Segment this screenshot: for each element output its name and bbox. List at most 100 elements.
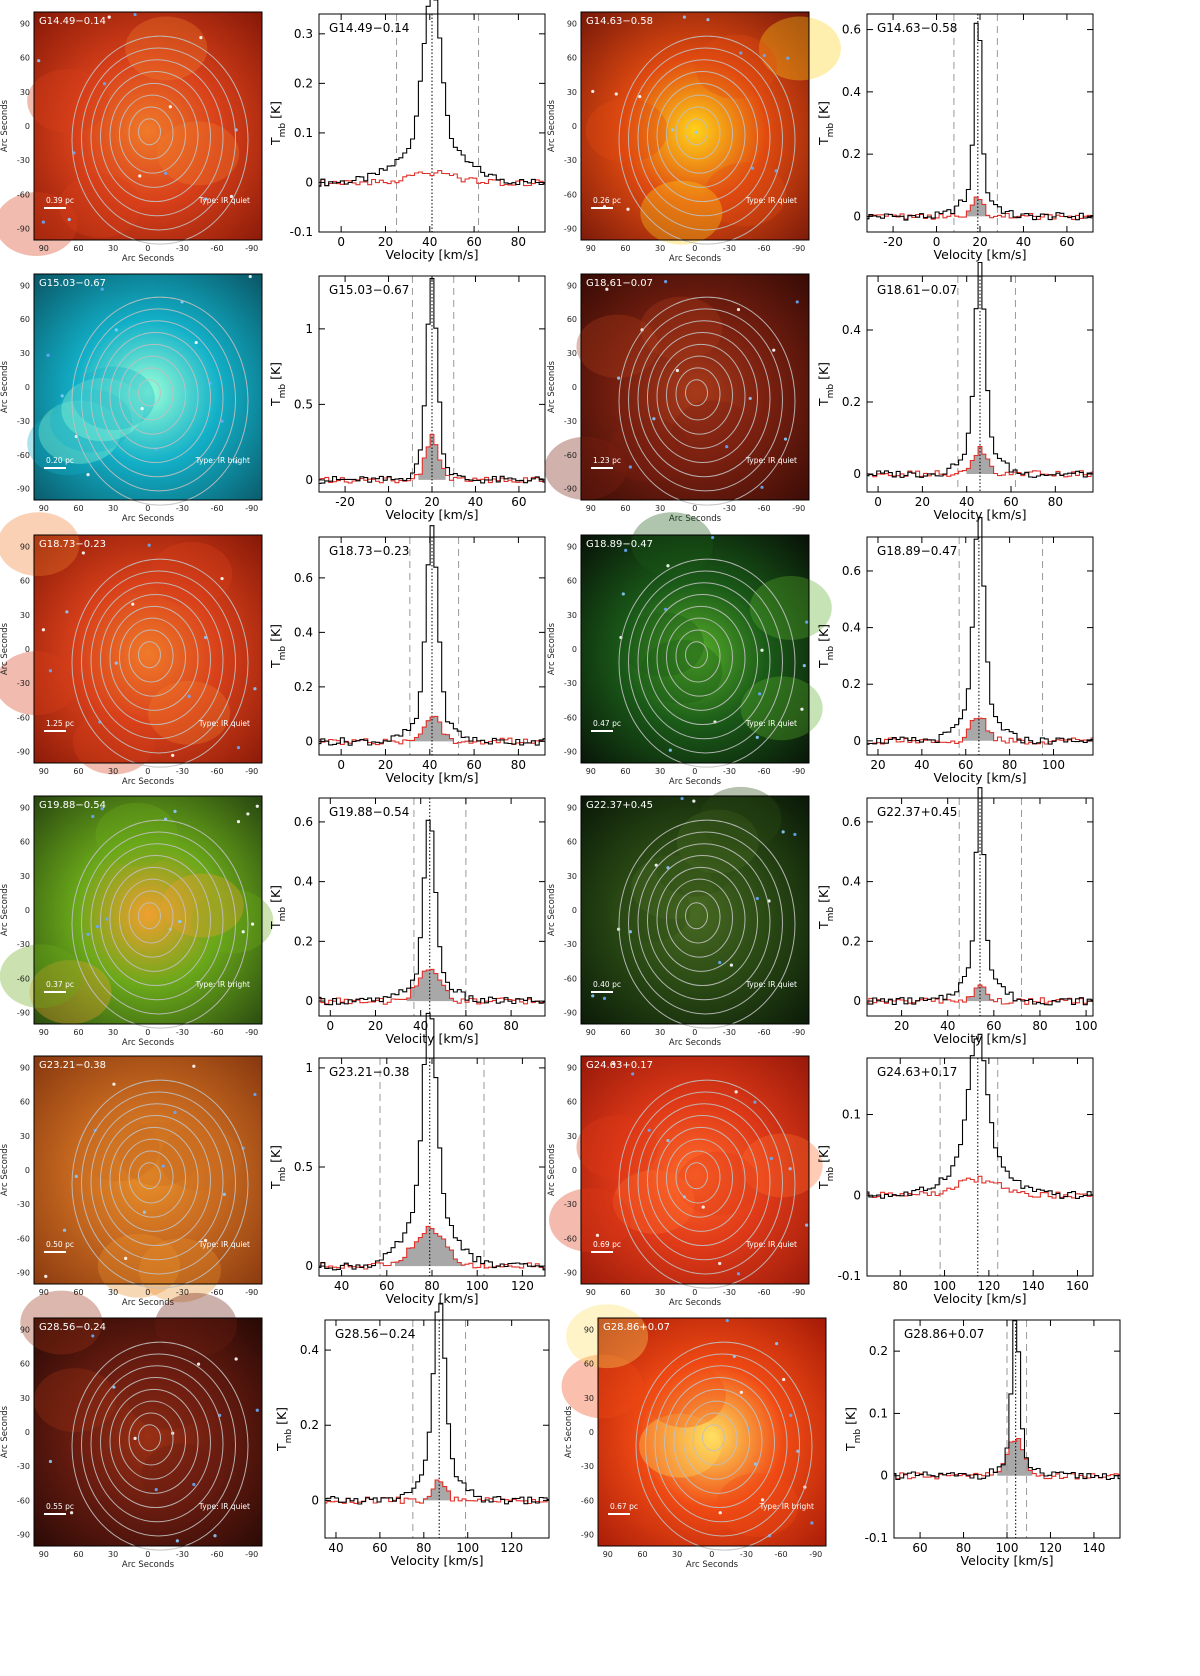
y-tick-label: -90 (564, 1269, 577, 1278)
intensity-contour (666, 355, 733, 435)
y-label-sub: mb (826, 384, 836, 399)
star (788, 1167, 792, 1171)
intensity-contour (119, 617, 186, 697)
spectrum-source-label: G19.88−0.54 (329, 805, 409, 819)
x-axis-label: Velocity [km/s] (386, 1031, 479, 1046)
y-tick-label: -30 (581, 1462, 594, 1471)
intensity-contour (109, 1126, 199, 1232)
y-label-unit: [K] (274, 1407, 289, 1429)
star (793, 832, 797, 837)
source-type-label: Type: IR quiet (745, 456, 797, 465)
y-tick-label: -90 (564, 748, 577, 757)
x-tick-label: -60 (211, 1288, 224, 1297)
y-tick-label: -60 (564, 190, 577, 199)
intensity-contour (675, 1150, 721, 1204)
intensity-contour (647, 332, 758, 464)
star (140, 406, 144, 411)
x-tick-label: 60 (620, 767, 630, 776)
star (758, 692, 762, 696)
x-tick-label: 80 (416, 1541, 431, 1555)
x-tick-label: -60 (758, 1288, 771, 1297)
y-tick-label: -30 (564, 156, 577, 165)
x-axis-label: Arc Seconds (122, 1298, 175, 1308)
y-axis-label: Arc Seconds (0, 1143, 10, 1196)
image-frame (580, 11, 810, 241)
y-tick-label: 0.4 (294, 625, 313, 639)
x-tick-label: -30 (723, 767, 736, 776)
x-tick-label: 60 (1003, 495, 1018, 509)
star (624, 548, 628, 552)
y-axis-label: Arc Seconds (0, 1405, 10, 1458)
nebula-blob (20, 1290, 103, 1355)
spectrum-source-label: G24.63+0.17 (877, 1065, 957, 1079)
star (760, 648, 764, 652)
x-axis-label: Velocity [km/s] (386, 507, 479, 522)
x-tick-label: 120 (977, 1279, 1000, 1293)
intensity-contour (702, 1424, 725, 1452)
intensity-contour (71, 819, 249, 1029)
x-tick-label: 40 (959, 495, 974, 509)
intensity-contour (81, 570, 236, 754)
intensity-contour (628, 308, 783, 492)
x-tick-label: -60 (211, 504, 224, 513)
star (102, 82, 107, 86)
x-tick-label: 100 (456, 1541, 479, 1555)
y-tick-label: 0.2 (300, 1418, 319, 1432)
star (755, 735, 759, 739)
image-background (581, 796, 809, 1024)
y-tick-label: 0.2 (842, 934, 861, 948)
star (725, 445, 729, 449)
y-tick-label: -60 (581, 1496, 594, 1505)
y-tick-label: -60 (17, 1234, 30, 1243)
nebula-blob (643, 1363, 726, 1428)
star (168, 105, 172, 109)
spectrum-frame (318, 797, 546, 1017)
scale-bar-label: 0.67 pc (610, 1502, 638, 1511)
star (107, 15, 111, 19)
intensity-contour (71, 1079, 249, 1289)
source-name-label: G14.63−0.58 (586, 16, 653, 27)
nebula-blob (27, 69, 110, 133)
intensity-contour (100, 71, 211, 203)
star (760, 485, 764, 489)
y-tick-label: -60 (564, 451, 577, 460)
star (626, 207, 630, 211)
star (44, 1274, 48, 1278)
y-tick-label: 0.6 (842, 564, 861, 578)
image-panel: 90 90 60 60 30 30 0 0 -30 -30 -60 -60 -90 -90 Arc Seco… (547, 786, 810, 1048)
integrated-area-shade (997, 1438, 1033, 1476)
x-tick-label: 60 (958, 758, 973, 772)
x-tick-label: 40 (422, 235, 437, 249)
spectrum-series-red (867, 196, 1093, 220)
spectrum-series-red (319, 715, 545, 746)
x-tick-label: -30 (723, 1288, 736, 1297)
intensity-contour (100, 855, 211, 987)
y-tick-label: 30 (20, 349, 30, 358)
x-tick-label: 90 (39, 1028, 49, 1037)
y-label-sub: mb (278, 907, 288, 922)
star (739, 1390, 743, 1394)
y-label-main: T (268, 921, 283, 930)
source-name-label: G18.89−0.47 (586, 539, 653, 550)
source-name-label: G19.88−0.54 (39, 800, 106, 811)
star (694, 130, 698, 135)
scale-bar-label: 0.50 pc (46, 1240, 74, 1249)
star (775, 1342, 779, 1346)
y-tick-label: -60 (17, 974, 30, 983)
x-tick-label: 60 (620, 244, 630, 253)
star (675, 368, 679, 373)
intensity-contour (685, 1162, 708, 1190)
star (196, 1362, 201, 1366)
x-tick-label: -30 (723, 244, 736, 253)
star (133, 12, 137, 17)
spectrum-series-black (319, 525, 545, 746)
y-tick-label: -60 (17, 1496, 30, 1505)
star (628, 930, 632, 934)
y-tick-label: 30 (20, 1132, 30, 1141)
x-tick-label: 140 (1082, 1541, 1105, 1555)
star (105, 917, 109, 921)
star (772, 348, 776, 352)
image-background (581, 12, 809, 240)
image-panel: 90 90 60 60 30 30 0 0 -30 -30 -60 -60 -90 -90 Arc Seco… (547, 512, 832, 787)
y-tick-label: 30 (584, 1394, 594, 1403)
